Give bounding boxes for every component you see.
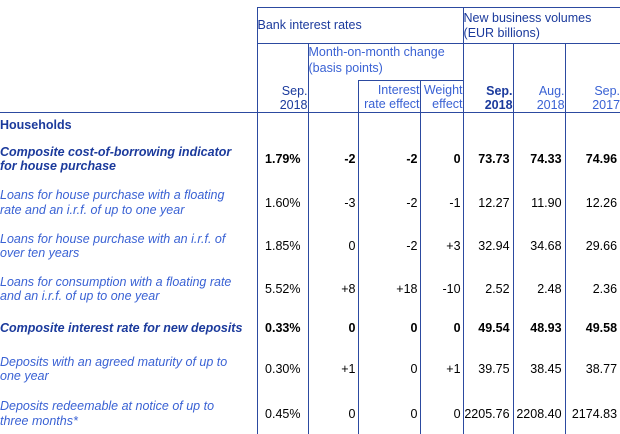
value-cell <box>463 112 514 138</box>
value-cell <box>513 112 566 138</box>
value-cell: 38.45 <box>513 345 566 393</box>
header-row-groups: Bank interest rates New business volumes… <box>0 7 620 113</box>
column-header-volumes-sep-2018: Sep. 2018 <box>463 43 514 113</box>
value-cell: +8 <box>308 267 359 311</box>
value-cell: 48.93 <box>513 310 566 346</box>
value-cell: 2.52 <box>463 267 514 311</box>
value-cell: 49.54 <box>463 310 514 346</box>
value-cell: +18 <box>358 267 421 311</box>
table-row: Deposits with an agreed maturity of up t… <box>0 345 620 393</box>
header-spacer <box>358 43 420 81</box>
value-cell: 2174.83 <box>571 406 618 421</box>
column-group-new-business-volumes: New business volumes (EUR billions) <box>463 7 620 44</box>
value-cell: -1 <box>420 180 464 225</box>
column-header-interest-rate-effect: Interest rate effect <box>358 80 421 113</box>
column-header-volumes-sep-2017: Sep. 2017 <box>565 43 620 113</box>
value-cell: 0 <box>308 392 359 434</box>
value-cell: 1.85% <box>257 224 309 268</box>
value-cell: -2 <box>358 180 421 225</box>
value-cell: 1.79% <box>257 137 309 181</box>
row-label: Deposits redeemable at notice of up to t… <box>0 392 258 434</box>
value-cell: 0 <box>420 137 464 181</box>
value-cell: 12.26 <box>585 195 618 210</box>
value-cell <box>257 112 309 138</box>
table-row: Composite interest rate for new deposits… <box>0 310 620 346</box>
table-body: Households Composite cost-of-borrowing in… <box>0 112 620 434</box>
value-cell: 0 <box>420 310 464 346</box>
value-cell: 2.36 <box>592 282 618 296</box>
row-label: Composite cost-of-borrowing indicator fo… <box>0 137 258 181</box>
row-label: Loans for house purchase with a floating… <box>0 180 258 225</box>
value-cell: 0.45% <box>257 392 309 434</box>
header-spacer <box>308 80 359 113</box>
value-cell: 1.60% <box>257 180 309 225</box>
table-row: Households <box>0 112 620 138</box>
column-header-volumes-aug-2018: Aug. 2018 <box>513 43 566 113</box>
header-spacer <box>420 43 464 81</box>
corner-cell <box>0 7 258 113</box>
value-cell: 34.68 <box>513 224 566 268</box>
column-header-weight-effect: Weight effect <box>420 80 464 113</box>
row-label: Households <box>0 112 258 138</box>
value-cell: 0 <box>420 392 464 434</box>
value-cell: +1 <box>308 345 359 393</box>
table-row: Loans for consumption with a floating ra… <box>0 267 620 311</box>
value-cell: 74.96 <box>585 152 618 166</box>
column-group-bank-interest-rates: Bank interest rates <box>257 7 464 44</box>
value-cell: 0.30% <box>257 345 309 393</box>
value-cell <box>420 112 464 138</box>
value-cell: -10 <box>420 267 464 311</box>
value-cell: 2.48 <box>513 267 566 311</box>
value-cell: -2 <box>308 137 359 181</box>
value-cell: 0 <box>358 345 421 393</box>
value-cell: 38.77 <box>585 362 618 376</box>
value-cell: 32.94 <box>463 224 514 268</box>
value-cell: 0 <box>358 310 421 346</box>
table-row: Loans for house purchase with a floating… <box>0 180 620 225</box>
value-cell <box>565 113 620 138</box>
row-label: Loans for house purchase with an i.r.f. … <box>0 224 258 268</box>
row-label: Loans for consumption with a floating ra… <box>0 267 258 311</box>
value-cell: 39.75 <box>463 345 514 393</box>
value-cell: -2 <box>358 137 421 181</box>
value-cell: 49.58 <box>585 321 618 335</box>
value-cell: +1 <box>420 345 464 393</box>
value-cell <box>308 112 359 138</box>
value-cell: 74.33 <box>513 137 566 181</box>
row-label: Composite interest rate for new deposits <box>0 310 258 346</box>
header-row-subgroups: Sep. 2018 Month-on-month change (basis p… <box>0 43 620 113</box>
value-cell <box>358 112 421 138</box>
value-cell: 0.33% <box>257 310 309 346</box>
value-cell: 12.27 <box>463 180 514 225</box>
value-cell: 5.52% <box>257 267 309 311</box>
table-row: Loans for house purchase with an i.r.f. … <box>0 224 620 268</box>
value-cell: -2 <box>358 224 421 268</box>
value-cell: +3 <box>420 224 464 268</box>
value-cell: 0 <box>308 310 359 346</box>
column-header-rates-sep-2018: Sep. 2018 <box>257 43 309 113</box>
value-cell: 29.66 <box>585 239 618 253</box>
value-cell: 0 <box>308 224 359 268</box>
value-cell: -3 <box>308 180 359 225</box>
value-cell: 73.73 <box>463 137 514 181</box>
header-row-effects: Interest rate effect Weight effect <box>0 80 620 113</box>
value-cell: 2205.76 <box>463 392 514 434</box>
table-row: Composite cost-of-borrowing indicator fo… <box>0 137 620 181</box>
value-cell: 0 <box>358 392 421 434</box>
interest-rates-table: Bank interest rates New business volumes… <box>0 7 620 434</box>
table-row: Deposits redeemable at notice of up to t… <box>0 392 620 434</box>
value-cell: 11.90 <box>513 180 566 225</box>
value-cell: 2208.40 <box>513 392 566 434</box>
row-label: Deposits with an agreed maturity of up t… <box>0 345 258 393</box>
column-group-mom-change: Month-on-month change (basis points) <box>308 45 445 75</box>
